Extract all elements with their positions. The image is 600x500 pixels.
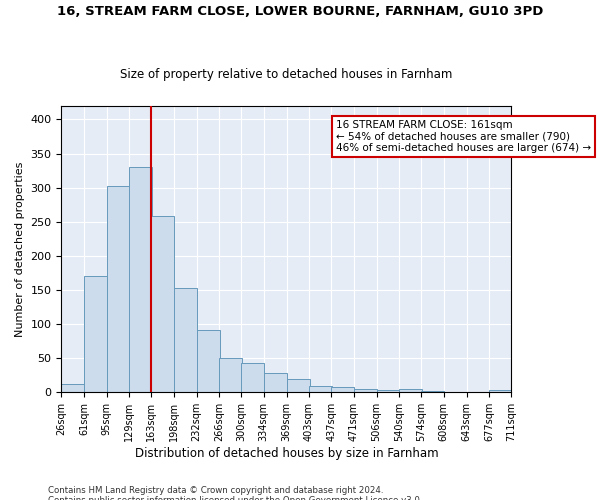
Bar (489, 390, 512, 392)
X-axis label: Distribution of detached houses by size in Farnham: Distribution of detached houses by size … (134, 447, 438, 460)
Text: 16, STREAM FARM CLOSE, LOWER BOURNE, FARNHAM, GU10 3PD: 16, STREAM FARM CLOSE, LOWER BOURNE, FAR… (57, 5, 543, 18)
Bar (129, 167, 152, 392)
Bar (197, 330, 220, 392)
Bar (107, 186, 130, 392)
Bar (377, 390, 400, 392)
Y-axis label: Number of detached properties: Number of detached properties (15, 162, 25, 337)
Title: Size of property relative to detached houses in Farnham: Size of property relative to detached ho… (120, 68, 452, 81)
Bar (263, 373, 287, 392)
Bar (85, 276, 107, 392)
Bar (241, 363, 265, 392)
Bar (61, 384, 85, 392)
Bar (421, 391, 444, 392)
Bar (151, 216, 175, 392)
Bar (353, 389, 377, 392)
Bar (331, 387, 354, 392)
Bar (287, 378, 310, 392)
Bar (175, 288, 197, 393)
Text: Contains HM Land Registry data © Crown copyright and database right 2024.: Contains HM Land Registry data © Crown c… (48, 486, 383, 495)
Text: Contains public sector information licensed under the Open Government Licence v3: Contains public sector information licen… (48, 496, 422, 500)
Bar (219, 358, 242, 392)
Bar (309, 386, 332, 392)
Bar (399, 389, 422, 392)
Text: 16 STREAM FARM CLOSE: 161sqm
← 54% of detached houses are smaller (790)
46% of s: 16 STREAM FARM CLOSE: 161sqm ← 54% of de… (336, 120, 591, 154)
